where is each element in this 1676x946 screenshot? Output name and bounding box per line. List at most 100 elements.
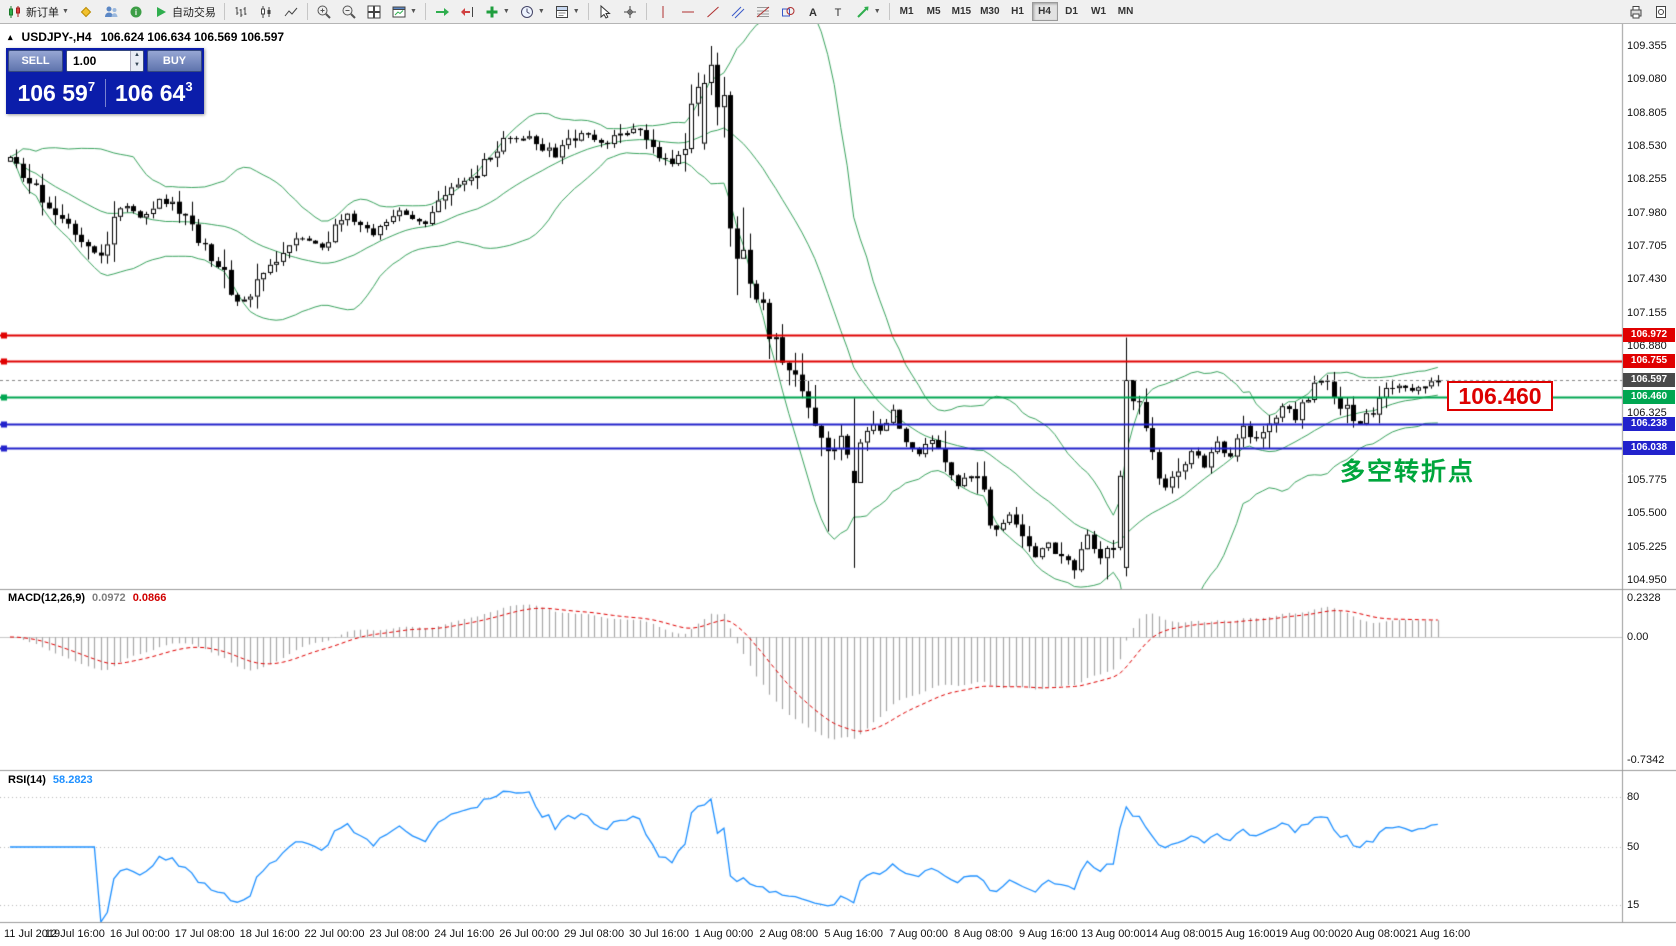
price-axis-label: 107.155 — [1627, 306, 1667, 319]
vertical-line-button[interactable] — [651, 1, 675, 22]
crosshair-icon — [622, 4, 638, 20]
chevron-down-icon: ▼ — [502, 8, 510, 15]
shapes-button[interactable] — [776, 1, 800, 22]
toolbar-separator — [223, 3, 225, 20]
timeframe-d1-button[interactable]: D1 — [1059, 2, 1085, 21]
horizontal-line-button[interactable] — [676, 1, 700, 22]
timeframe-m30-button[interactable]: M30 — [976, 2, 1003, 21]
line-chart-button[interactable] — [279, 1, 303, 22]
new-order-label: 新订单 — [26, 6, 59, 19]
candlestick-icon — [258, 4, 274, 20]
timeframe-h1-button[interactable]: H1 — [1005, 2, 1031, 21]
text-button[interactable]: A — [801, 1, 825, 22]
vertical-line-icon — [655, 4, 671, 20]
zoom-out-icon — [341, 4, 357, 20]
price-level-tag: 106.238 — [1623, 416, 1675, 431]
periods-button[interactable]: ▼ — [515, 1, 549, 22]
chart-shift-icon — [459, 4, 475, 20]
new-chart-icon — [391, 4, 407, 20]
volume-increase-button[interactable]: ▲ — [131, 51, 143, 61]
crosshair-button[interactable] — [618, 1, 642, 22]
print-preview-button[interactable] — [1649, 1, 1673, 22]
timeframe-w1-button[interactable]: W1 — [1086, 2, 1112, 21]
zoom-out-button[interactable] — [337, 1, 361, 22]
new-order-button[interactable]: 新订单 ▼ — [3, 1, 73, 22]
chart-shift-button[interactable] — [455, 1, 479, 22]
timeframe-m1-button[interactable]: M1 — [894, 2, 920, 21]
macd-header: MACD(12,26,9) 0.0972 0.0866 — [8, 592, 166, 604]
toolbar-separator — [645, 3, 647, 20]
price-axis-label: 105.775 — [1627, 473, 1667, 486]
fibonacci-icon — [755, 4, 771, 20]
time-axis-label: 14 Aug 08:00 — [1145, 928, 1211, 940]
macd-axis-label: 0.2328 — [1627, 592, 1661, 604]
symbol-info: ▴ USDJPY-,H4 106.624 106.634 106.569 106… — [8, 30, 284, 44]
volume-input[interactable] — [67, 51, 130, 71]
tile-windows-icon — [366, 4, 382, 20]
time-axis-label: 12 Jul 16:00 — [44, 928, 105, 940]
auto-scroll-button[interactable] — [430, 1, 454, 22]
cursor-button[interactable] — [593, 1, 617, 22]
price-axis-label: 108.530 — [1627, 140, 1667, 152]
time-axis-label: 11 Jul 2019 — [4, 928, 61, 940]
macd-axis-label: -0.7342 — [1627, 754, 1665, 766]
time-axis-label: 30 Jul 16:00 — [629, 928, 689, 940]
svg-text:A: A — [809, 7, 817, 19]
diamond-icon — [78, 4, 94, 20]
page-preview-icon — [1653, 4, 1669, 20]
text-label-button[interactable]: T — [826, 1, 850, 22]
chevron-down-icon: ▼ — [409, 8, 417, 15]
indicators-button[interactable]: ▼ — [480, 1, 514, 22]
timeframe-m15-button[interactable]: M15 — [948, 2, 975, 21]
chevron-down-icon: ▼ — [62, 8, 69, 15]
toolbar-separator — [888, 3, 890, 20]
time-axis-label: 23 Jul 08:00 — [369, 928, 430, 940]
new-order-icon — [7, 4, 23, 20]
channel-button[interactable] — [726, 1, 750, 22]
price-annotation-box[interactable]: 106.460 — [1447, 380, 1553, 411]
website-button[interactable]: i — [124, 1, 148, 22]
time-axis-label: 13 Aug 00:00 — [1080, 928, 1146, 940]
candlestick-chart-button[interactable] — [254, 1, 278, 22]
trendline-button[interactable] — [701, 1, 725, 22]
trendline-icon — [705, 4, 721, 20]
one-click-collapse-arrow[interactable]: ▴ — [8, 31, 13, 42]
sell-button[interactable]: SELL — [8, 50, 63, 72]
timeframe-mn-button[interactable]: MN — [1113, 2, 1139, 21]
svg-text:i: i — [135, 8, 137, 17]
price-level-tag: 106.972 — [1623, 327, 1675, 342]
time-axis-label: 29 Jul 08:00 — [564, 928, 625, 940]
rsi-axis-label: 50 — [1627, 841, 1640, 853]
price-axis-label: 109.355 — [1627, 40, 1667, 52]
time-axis-label: 19 Aug 00:00 — [1275, 928, 1341, 940]
tile-windows-button[interactable] — [362, 1, 386, 22]
autotrading-button[interactable]: 自动交易 — [149, 1, 220, 22]
price-level-tag: 106.460 — [1623, 389, 1675, 404]
time-axis-label: 22 Jul 00:00 — [304, 928, 365, 940]
volume-decrease-button[interactable]: ▼ — [131, 61, 143, 71]
arrow-tool-icon — [855, 4, 871, 20]
zoom-in-button[interactable] — [312, 1, 336, 22]
arrows-button[interactable]: ▼ — [851, 1, 885, 22]
timeframe-m5-button[interactable]: M5 — [921, 2, 947, 21]
time-axis-label: 18 Jul 16:00 — [239, 928, 300, 940]
price-axis-label: 107.980 — [1627, 206, 1667, 219]
metaeditor-button[interactable] — [74, 1, 98, 22]
main-toolbar: 新订单 ▼ i 自动交易 ▼ ▼ ▼ ▼ A T ▼ M1 M5 M15 M30… — [0, 0, 1676, 24]
fibonacci-button[interactable] — [751, 1, 775, 22]
templates-button[interactable]: ▼ — [550, 1, 584, 22]
turning-point-note[interactable]: 多空转折点 — [1340, 458, 1476, 486]
timeframe-h4-button[interactable]: H4 — [1031, 2, 1058, 21]
text-a-icon: A — [805, 4, 821, 20]
ask-main: 106 64 — [114, 79, 186, 106]
time-axis-label: 15 Aug 16:00 — [1210, 928, 1276, 940]
bar-chart-button[interactable] — [229, 1, 253, 22]
ask-sup: 3 — [185, 78, 193, 94]
new-chart-button[interactable]: ▼ — [387, 1, 421, 22]
rsi-axis-label: 80 — [1627, 791, 1640, 803]
print-button[interactable] — [1624, 1, 1648, 22]
time-axis-label: 9 Aug 16:00 — [1019, 928, 1078, 940]
buy-button[interactable]: BUY — [147, 50, 202, 72]
community-button[interactable] — [99, 1, 123, 22]
